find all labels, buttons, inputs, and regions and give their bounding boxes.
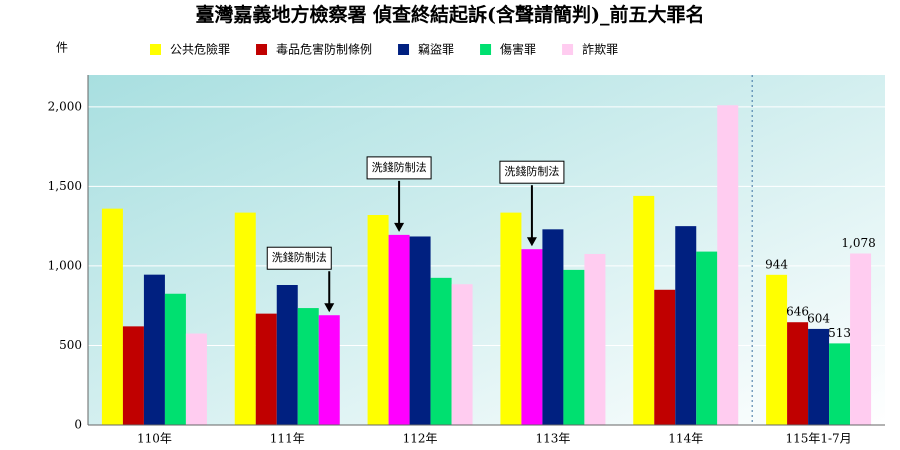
value-label: 513 bbox=[828, 326, 851, 340]
legend-swatch bbox=[150, 44, 161, 55]
plot-area bbox=[88, 75, 885, 425]
x-tick-label: 112年 bbox=[403, 432, 438, 446]
bar bbox=[234, 212, 256, 425]
y-tick-label: 2,000 bbox=[48, 99, 82, 113]
legend-swatch bbox=[480, 44, 492, 55]
bar bbox=[276, 285, 298, 425]
bar bbox=[787, 322, 809, 425]
bar bbox=[451, 284, 473, 425]
bar bbox=[521, 249, 543, 425]
annotation-arrowhead bbox=[526, 237, 537, 247]
y-tick-label: 1,500 bbox=[48, 179, 82, 193]
bar bbox=[696, 251, 718, 425]
legend-swatch bbox=[398, 44, 410, 55]
annotation: 洗錢防制法 bbox=[272, 250, 327, 264]
annotation-arrowhead bbox=[394, 222, 405, 232]
annotation-box bbox=[266, 246, 332, 270]
bar bbox=[388, 234, 410, 425]
x-tick-label: 114年 bbox=[668, 432, 703, 446]
annotation: 洗錢防制法 bbox=[372, 160, 427, 174]
legend-swatch bbox=[562, 44, 574, 55]
bar bbox=[500, 212, 522, 425]
bar bbox=[143, 274, 165, 425]
y-tick-label: 500 bbox=[59, 338, 82, 352]
bar bbox=[542, 229, 564, 425]
bar bbox=[654, 289, 676, 425]
bar bbox=[808, 328, 830, 425]
annotation-box bbox=[499, 160, 565, 184]
y-tick-label: 1,000 bbox=[48, 258, 82, 272]
value-label: 646 bbox=[786, 305, 809, 319]
bar bbox=[122, 326, 144, 425]
x-tick-label: 113年 bbox=[535, 432, 570, 446]
legend-swatch bbox=[256, 44, 268, 55]
bar bbox=[563, 269, 585, 425]
bar bbox=[409, 236, 431, 425]
value-label: 1,078 bbox=[841, 236, 875, 250]
bar bbox=[430, 277, 452, 425]
x-tick-label: 110年 bbox=[137, 432, 172, 446]
bar bbox=[185, 333, 207, 425]
y-axis-label: 件 bbox=[56, 41, 68, 55]
bar bbox=[850, 253, 872, 425]
x-tick-label: 115年1-7月 bbox=[785, 432, 851, 446]
bar bbox=[255, 313, 277, 425]
y-tick-label: 0 bbox=[74, 418, 82, 432]
legend-label: 公共危險罪 bbox=[170, 42, 230, 57]
bar bbox=[829, 343, 851, 425]
annotation-arrowhead bbox=[324, 303, 335, 313]
bar bbox=[101, 208, 123, 425]
bar bbox=[164, 293, 186, 425]
bar bbox=[766, 274, 788, 425]
legend-label: 詐欺罪 bbox=[582, 42, 618, 57]
bar bbox=[367, 215, 389, 425]
bar bbox=[675, 226, 697, 425]
bar bbox=[318, 315, 340, 425]
x-tick-label: 111年 bbox=[270, 432, 305, 446]
legend-label: 傷害罪 bbox=[500, 42, 536, 57]
bar bbox=[633, 195, 655, 425]
bar bbox=[717, 105, 739, 426]
value-label: 604 bbox=[807, 311, 830, 325]
bar bbox=[584, 253, 606, 425]
annotation: 洗錢防制法 bbox=[504, 164, 559, 178]
chart-title: 臺灣嘉義地方檢察署 偵查終結起訴(含聲請簡判)_前五大罪名 bbox=[195, 3, 704, 26]
annotation-box bbox=[366, 156, 432, 180]
legend-label: 竊盜罪 bbox=[418, 42, 454, 57]
bar bbox=[297, 308, 319, 425]
value-label: 944 bbox=[765, 257, 788, 271]
legend-label: 毒品危害防制條例 bbox=[276, 42, 372, 57]
